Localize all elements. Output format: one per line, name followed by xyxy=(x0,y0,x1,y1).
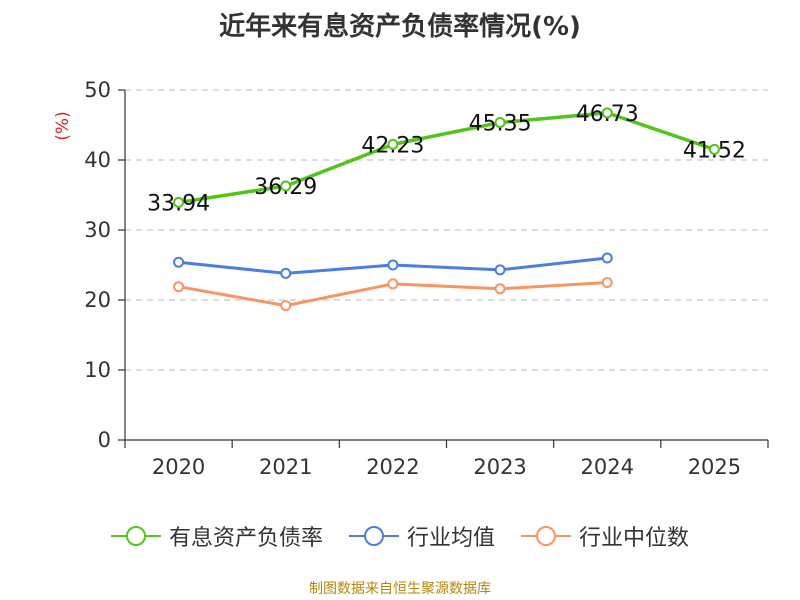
legend-item[interactable]: 行业均值 xyxy=(348,520,495,552)
chart-title: 近年来有息资产负债率情况(%) xyxy=(219,12,581,42)
legend-label: 行业中位数 xyxy=(579,526,690,551)
legend-label: 有息资产负债率 xyxy=(168,526,323,551)
legend-marker-icon xyxy=(348,526,399,546)
data-point xyxy=(280,180,292,192)
data-label: 33.94 xyxy=(147,191,210,216)
x-tick-label: 2020 xyxy=(152,455,205,479)
data-point xyxy=(494,117,506,129)
legend-item[interactable]: 行业中位数 xyxy=(521,520,689,552)
y-tick-label: 10 xyxy=(84,358,111,382)
data-label: 36.29 xyxy=(254,175,317,200)
data-point xyxy=(601,107,613,119)
data-point xyxy=(280,267,292,279)
x-tick-label: 2024 xyxy=(581,455,634,479)
x-tick-label: 2021 xyxy=(259,455,312,479)
x-tick-label: 2022 xyxy=(366,455,419,479)
x-tick-label: 2025 xyxy=(688,455,741,479)
data-point xyxy=(173,281,185,293)
y-tick-label: 30 xyxy=(84,218,111,242)
data-point xyxy=(601,277,613,288)
legend: 有息资产负债率 行业均值 行业中位数 xyxy=(0,520,800,552)
legend-label: 行业均值 xyxy=(406,526,495,551)
data-label: 42.23 xyxy=(361,133,424,158)
data-label: 45.35 xyxy=(469,112,532,137)
data-point xyxy=(494,264,506,276)
data-point xyxy=(173,196,185,208)
data-point xyxy=(708,143,720,155)
data-point xyxy=(387,278,399,290)
data-point xyxy=(280,300,292,312)
y-tick-label: 50 xyxy=(84,78,111,102)
legend-item[interactable]: 有息资产负债率 xyxy=(110,520,323,552)
legend-marker-icon xyxy=(521,526,571,546)
data-point xyxy=(173,256,185,268)
data-label: 46.73 xyxy=(576,102,639,127)
y-tick-label: 40 xyxy=(84,148,111,172)
data-source-footer: 制图数据来自恒生聚源数据库 xyxy=(309,581,491,597)
y-axis-unit-label: (%) xyxy=(53,111,73,140)
data-point xyxy=(387,259,399,271)
y-tick-label: 0 xyxy=(98,428,111,452)
series-line-0 xyxy=(178,111,715,205)
data-point xyxy=(601,252,613,264)
data-label: 41.52 xyxy=(683,138,746,163)
x-tick-label: 2023 xyxy=(473,455,526,479)
data-point xyxy=(387,138,399,150)
legend-marker-icon xyxy=(110,526,161,546)
y-tick-label: 20 xyxy=(84,288,111,312)
data-point xyxy=(494,283,506,295)
